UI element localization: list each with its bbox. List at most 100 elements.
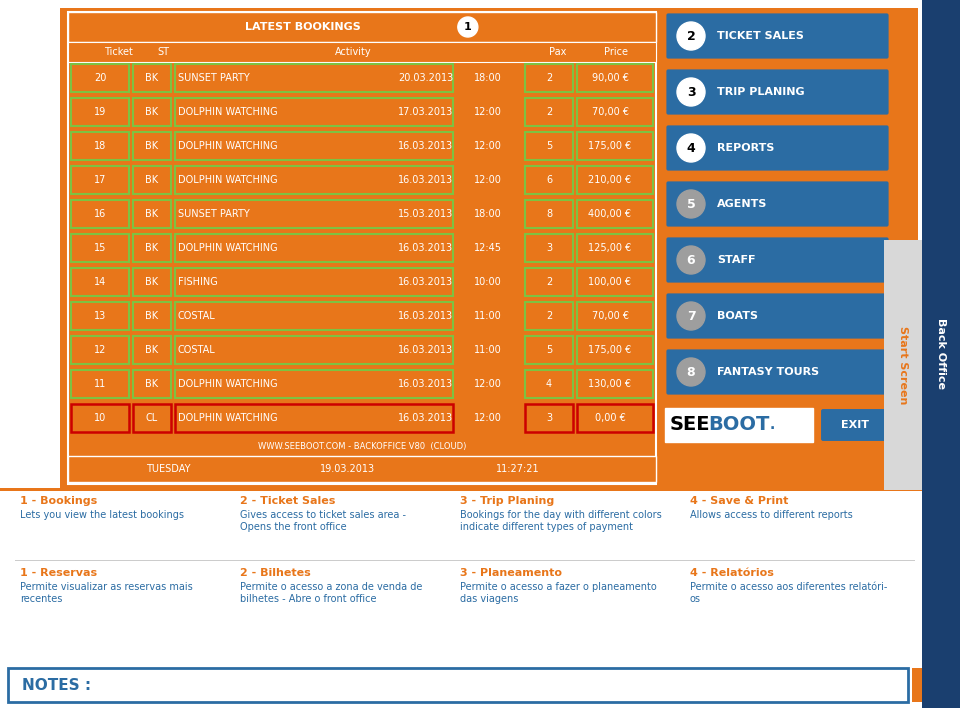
Text: 2: 2 xyxy=(546,277,552,287)
Text: AGENTS: AGENTS xyxy=(717,199,767,209)
Text: REPORTS: REPORTS xyxy=(717,143,775,153)
Bar xyxy=(525,370,573,398)
Text: 3: 3 xyxy=(546,243,552,253)
Bar xyxy=(133,64,171,92)
Text: Bookings for the day with different colors
indicate different types of payment: Bookings for the day with different colo… xyxy=(460,510,661,532)
Bar xyxy=(68,12,656,42)
Bar xyxy=(175,200,453,228)
Bar xyxy=(175,404,453,432)
Bar xyxy=(71,302,129,330)
Circle shape xyxy=(677,190,705,218)
Bar xyxy=(133,132,171,160)
Text: BK: BK xyxy=(145,209,158,219)
Text: Gives access to ticket sales area -
Opens the front office: Gives access to ticket sales area - Open… xyxy=(240,510,406,532)
Bar xyxy=(71,404,129,432)
Bar xyxy=(70,132,654,160)
Text: 18: 18 xyxy=(94,141,107,151)
Text: BK: BK xyxy=(145,175,158,185)
Text: BK: BK xyxy=(145,243,158,253)
Text: BK: BK xyxy=(145,141,158,151)
Bar xyxy=(71,370,129,398)
Bar xyxy=(70,64,654,92)
Text: 14: 14 xyxy=(94,277,107,287)
Bar xyxy=(577,64,653,92)
Text: FANTASY TOURS: FANTASY TOURS xyxy=(717,367,819,377)
Text: DOLPHIN WATCHING: DOLPHIN WATCHING xyxy=(178,175,277,185)
Text: COSTAL: COSTAL xyxy=(178,345,216,355)
Text: 7: 7 xyxy=(686,309,695,323)
Text: 100,00 €: 100,00 € xyxy=(588,277,632,287)
Text: 11: 11 xyxy=(94,379,107,389)
Bar xyxy=(0,488,922,491)
Bar xyxy=(884,240,922,490)
Text: NOTES :: NOTES : xyxy=(22,678,91,692)
Bar xyxy=(133,404,171,432)
Bar xyxy=(175,302,453,330)
Bar xyxy=(525,98,573,126)
Bar xyxy=(577,98,653,126)
Text: BK: BK xyxy=(145,277,158,287)
Text: 125,00 €: 125,00 € xyxy=(588,243,632,253)
Bar xyxy=(60,8,918,488)
Text: BOATS: BOATS xyxy=(717,311,758,321)
Bar xyxy=(71,64,129,92)
Text: Pax: Pax xyxy=(549,47,566,57)
Text: 12:00: 12:00 xyxy=(474,141,502,151)
Text: 20: 20 xyxy=(94,73,107,83)
Bar xyxy=(71,166,129,194)
Bar xyxy=(525,404,573,432)
Bar xyxy=(70,302,654,330)
Bar xyxy=(175,268,453,296)
Bar xyxy=(175,234,453,262)
Text: 16.03.2013: 16.03.2013 xyxy=(398,243,453,253)
Text: 2: 2 xyxy=(546,311,552,321)
Text: Back Office: Back Office xyxy=(936,319,946,389)
Bar xyxy=(70,98,654,126)
Bar xyxy=(133,234,171,262)
Text: Ticket: Ticket xyxy=(104,47,132,57)
Circle shape xyxy=(677,302,705,330)
Text: 10: 10 xyxy=(94,413,107,423)
Text: 12:00: 12:00 xyxy=(474,413,502,423)
Text: 17: 17 xyxy=(94,175,107,185)
Text: 18:00: 18:00 xyxy=(474,73,502,83)
Text: 5: 5 xyxy=(546,141,552,151)
Text: Permite o acesso a fazer o planeamento
das viagens: Permite o acesso a fazer o planeamento d… xyxy=(460,582,657,604)
Bar xyxy=(70,370,654,398)
Text: 16.03.2013: 16.03.2013 xyxy=(398,379,453,389)
Text: 2 - Bilhetes: 2 - Bilhetes xyxy=(240,568,311,578)
Text: 11: 11 xyxy=(921,676,944,694)
Bar xyxy=(133,268,171,296)
Bar xyxy=(525,268,573,296)
Bar xyxy=(525,64,573,92)
Text: BK: BK xyxy=(145,345,158,355)
Text: Permite o acesso a zona de venda de
bilhetes - Abre o front office: Permite o acesso a zona de venda de bilh… xyxy=(240,582,422,604)
Bar xyxy=(70,166,654,194)
Text: DOLPHIN WATCHING: DOLPHIN WATCHING xyxy=(178,243,277,253)
Bar xyxy=(665,408,813,442)
Text: 12:00: 12:00 xyxy=(474,379,502,389)
Text: 15.03.2013: 15.03.2013 xyxy=(398,209,454,219)
Text: STAFF: STAFF xyxy=(717,255,756,265)
Text: DOLPHIN WATCHING: DOLPHIN WATCHING xyxy=(178,107,277,117)
Text: Permite visualizar as reservas mais
recentes: Permite visualizar as reservas mais rece… xyxy=(20,582,193,604)
Bar xyxy=(912,668,952,702)
Text: 16.03.2013: 16.03.2013 xyxy=(398,277,453,287)
Text: 1 - Bookings: 1 - Bookings xyxy=(20,496,97,506)
Bar xyxy=(70,336,654,364)
Text: BK: BK xyxy=(145,379,158,389)
Text: 20.03.2013: 20.03.2013 xyxy=(398,73,454,83)
Text: SUNSET PARTY: SUNSET PARTY xyxy=(178,73,250,83)
Text: 3: 3 xyxy=(546,413,552,423)
Text: 175,00 €: 175,00 € xyxy=(588,141,632,151)
Text: 5: 5 xyxy=(686,198,695,210)
Bar xyxy=(68,12,656,484)
Bar xyxy=(71,200,129,228)
Text: 16.03.2013: 16.03.2013 xyxy=(398,311,453,321)
Bar xyxy=(922,0,960,708)
Text: CL: CL xyxy=(146,413,158,423)
Bar xyxy=(133,370,171,398)
FancyBboxPatch shape xyxy=(665,124,890,172)
Bar xyxy=(70,200,654,228)
Bar xyxy=(525,234,573,262)
